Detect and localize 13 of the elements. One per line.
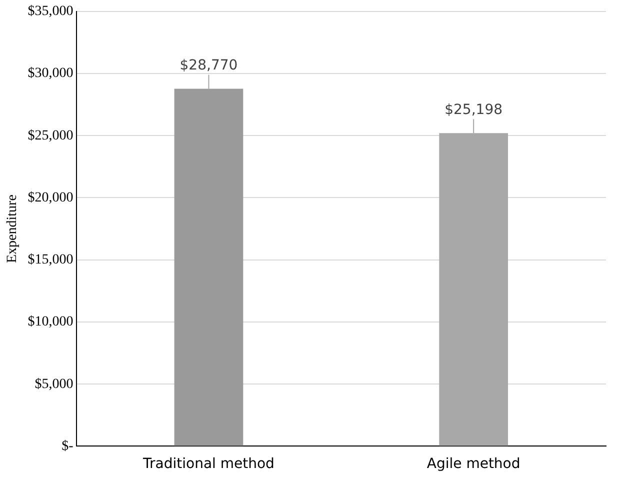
y-tick-label: $10,000 <box>28 314 74 330</box>
y-tick-label: $20,000 <box>28 190 74 206</box>
y-tick-label: $35,000 <box>28 4 74 20</box>
y-tick-label: $25,000 <box>28 128 74 144</box>
y-tick-label: $5,000 <box>34 376 74 392</box>
x-tick-label: Traditional method <box>142 456 274 472</box>
data-label: $25,198 <box>444 102 503 118</box>
y-tick-label: $- <box>62 438 74 454</box>
y-tick-label: $15,000 <box>28 252 74 268</box>
x-tick-label: Agile method <box>426 456 520 472</box>
y-axis-title: Expenditure <box>5 194 20 264</box>
y-tick-label: $30,000 <box>28 66 74 82</box>
data-label: $28,770 <box>180 57 238 74</box>
